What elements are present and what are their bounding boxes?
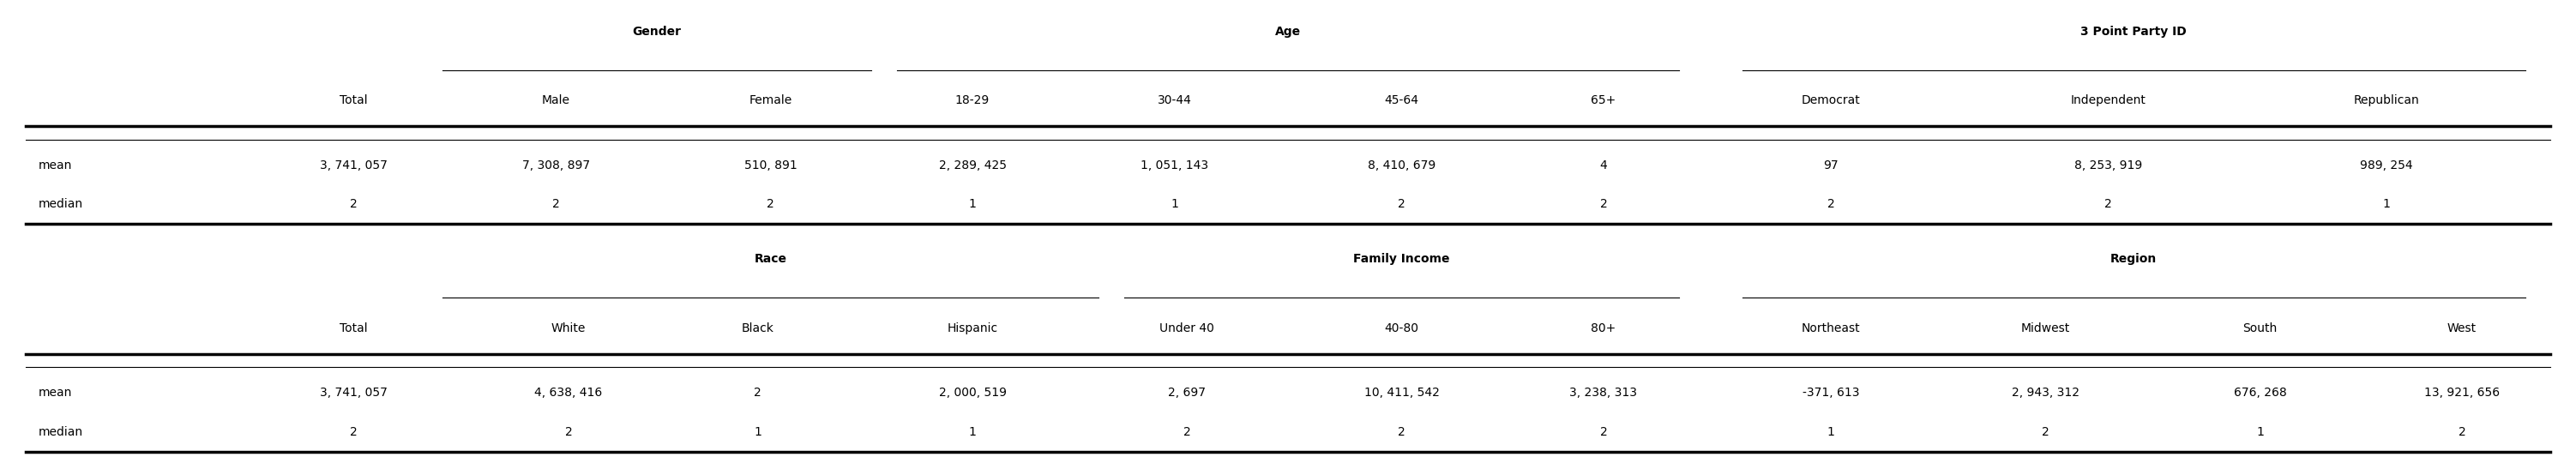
Text: 80+: 80+ — [1592, 322, 1615, 334]
Text: Hispanic: Hispanic — [948, 322, 997, 334]
Text: 510, 891: 510, 891 — [744, 159, 796, 171]
Text: 1: 1 — [969, 426, 976, 438]
Text: Midwest: Midwest — [2020, 322, 2071, 334]
Text: 2: 2 — [1600, 199, 1607, 210]
Text: Race: Race — [755, 253, 786, 265]
Text: Black: Black — [742, 322, 775, 334]
Text: 4, 638, 416: 4, 638, 416 — [536, 387, 603, 399]
Text: 1: 1 — [755, 426, 762, 438]
Text: 18-29: 18-29 — [956, 94, 989, 106]
Text: 2, 697: 2, 697 — [1167, 387, 1206, 399]
Text: 2: 2 — [1399, 199, 1406, 210]
Text: 1: 1 — [2257, 426, 2264, 438]
Text: 1: 1 — [1170, 199, 1177, 210]
Text: 13, 921, 656: 13, 921, 656 — [2424, 387, 2499, 399]
Text: Democrat: Democrat — [1801, 94, 1860, 106]
Text: Republican: Republican — [2354, 94, 2419, 106]
Text: Gender: Gender — [634, 25, 680, 38]
Text: 1: 1 — [1826, 426, 1834, 438]
Text: 2: 2 — [755, 387, 762, 399]
Text: Total: Total — [340, 322, 368, 334]
Text: White: White — [551, 322, 585, 334]
Text: 2: 2 — [1826, 199, 1834, 210]
Text: mean: mean — [39, 159, 72, 171]
Text: West: West — [2447, 322, 2476, 334]
Text: 1, 051, 143: 1, 051, 143 — [1141, 159, 1208, 171]
Text: 3 Point Party ID: 3 Point Party ID — [2081, 25, 2187, 38]
Text: 2, 943, 312: 2, 943, 312 — [2012, 387, 2079, 399]
Text: 65+: 65+ — [1592, 94, 1615, 106]
Text: 2: 2 — [2105, 199, 2112, 210]
Text: Total: Total — [340, 94, 368, 106]
Text: 4: 4 — [1600, 159, 1607, 171]
Text: 2: 2 — [1182, 426, 1190, 438]
Text: Male: Male — [541, 94, 569, 106]
Text: 2: 2 — [350, 426, 358, 438]
Text: Independent: Independent — [2071, 94, 2146, 106]
Text: median: median — [39, 199, 82, 210]
Text: Under 40: Under 40 — [1159, 322, 1213, 334]
Text: mean: mean — [39, 387, 72, 399]
Text: 2: 2 — [1600, 426, 1607, 438]
Text: 30-44: 30-44 — [1157, 94, 1193, 106]
Text: -371, 613: -371, 613 — [1803, 387, 1860, 399]
Text: 2: 2 — [564, 426, 572, 438]
Text: 10, 411, 542: 10, 411, 542 — [1363, 387, 1440, 399]
Text: 1: 1 — [2383, 199, 2391, 210]
Text: South: South — [2244, 322, 2277, 334]
Text: 1: 1 — [969, 199, 976, 210]
Text: 8, 410, 679: 8, 410, 679 — [1368, 159, 1435, 171]
Text: 676, 268: 676, 268 — [2233, 387, 2287, 399]
Text: Female: Female — [750, 94, 791, 106]
Text: 2: 2 — [350, 199, 358, 210]
Text: 3, 741, 057: 3, 741, 057 — [319, 387, 389, 399]
Text: 2, 289, 425: 2, 289, 425 — [938, 159, 1007, 171]
Text: 8, 253, 919: 8, 253, 919 — [2074, 159, 2143, 171]
Text: 40-80: 40-80 — [1383, 322, 1419, 334]
Text: 97: 97 — [1824, 159, 1839, 171]
Text: 2: 2 — [2043, 426, 2048, 438]
Text: 45-64: 45-64 — [1383, 94, 1419, 106]
Text: Family Income: Family Income — [1352, 253, 1450, 265]
Text: 2: 2 — [551, 199, 559, 210]
Text: 2: 2 — [1399, 426, 1406, 438]
Text: 3, 741, 057: 3, 741, 057 — [319, 159, 389, 171]
Text: Region: Region — [2110, 253, 2156, 265]
Text: 2: 2 — [2458, 426, 2465, 438]
Text: Northeast: Northeast — [1801, 322, 1860, 334]
Text: median: median — [39, 426, 82, 438]
Text: 7, 308, 897: 7, 308, 897 — [523, 159, 590, 171]
Text: 2, 000, 519: 2, 000, 519 — [938, 387, 1007, 399]
Text: Age: Age — [1275, 25, 1301, 38]
Text: 2: 2 — [768, 199, 775, 210]
Text: 989, 254: 989, 254 — [2360, 159, 2414, 171]
Text: 3, 238, 313: 3, 238, 313 — [1569, 387, 1638, 399]
